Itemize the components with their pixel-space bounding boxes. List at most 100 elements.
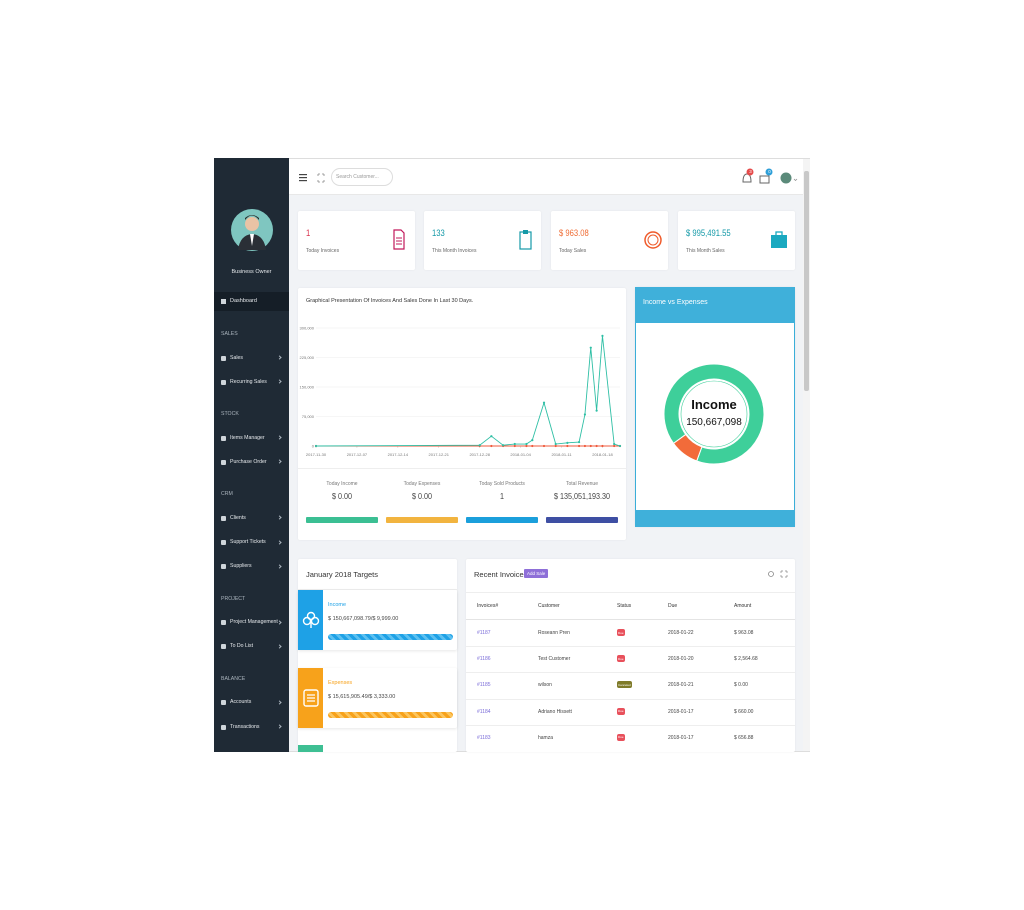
topbar-right-icons[interactable] (738, 164, 800, 190)
table-header: Customer (538, 603, 560, 609)
menu-icon (221, 299, 226, 304)
invoice-link[interactable]: #1187 (477, 630, 491, 636)
invoice-link[interactable]: #1183 (477, 734, 491, 741)
menu-item[interactable]: Items Manager (230, 434, 265, 441)
line-point (554, 442, 557, 446)
menu-item[interactable]: To Do List (230, 643, 254, 650)
notification-badge: 3 (749, 169, 752, 174)
line-point (589, 346, 592, 349)
target-name: Income (328, 602, 347, 608)
line-point (577, 440, 581, 444)
stat-value: $ 963.08 (559, 228, 589, 238)
summary-divider (298, 468, 626, 469)
x-tick-label: 2018-01-04 (510, 452, 531, 457)
menu-item[interactable]: Accounts (230, 699, 252, 706)
line-point (501, 444, 505, 447)
line-point (513, 444, 516, 448)
x-tick-label: 2017-12-21 (429, 452, 450, 457)
summary-bar (466, 517, 538, 523)
table-header: Due (668, 603, 678, 609)
summary-bar (306, 517, 378, 523)
line-point (583, 413, 587, 416)
line-point (531, 444, 534, 448)
menu-item[interactable]: Recurring Sales (230, 378, 267, 385)
menu-section: PROJECT (221, 595, 246, 602)
target-name: Expenses (328, 680, 353, 686)
message-badge: 0 (768, 169, 771, 174)
search-box[interactable] (331, 168, 393, 186)
line-point (478, 444, 481, 447)
stat-label: Today Invoices (306, 248, 340, 254)
x-tick-label: 2017-12-07 (347, 452, 368, 457)
table-cell: wilson (538, 682, 552, 689)
club-icon (302, 611, 320, 628)
line-point (525, 444, 528, 448)
table-header: Amount (734, 603, 752, 609)
line-point (513, 442, 516, 446)
topbar-icons[interactable] (298, 172, 328, 184)
y-tick-label: 0 (312, 444, 315, 449)
add-sale-button[interactable]: Add Sale (524, 569, 549, 578)
targets-title: January 2018 Targets (306, 570, 378, 579)
line-series (315, 335, 621, 447)
menu-section: BALANCE (221, 675, 246, 682)
stat-value: $ 995,491.55 (686, 228, 731, 238)
line-point (531, 439, 534, 442)
table-cell: $ 2,564.68 (734, 656, 758, 663)
divider (466, 619, 795, 620)
row-divider (466, 724, 795, 726)
table-cell: 2018-01-20 (668, 656, 694, 663)
menu-item[interactable]: Clients (230, 514, 246, 521)
x-tick-label: 2017-12-14 (388, 452, 409, 457)
menu-item[interactable]: Sales (230, 354, 243, 361)
line-chart: 0 75,000 150,000 225,000 300,000 2017-11-30 20… (300, 326, 622, 457)
menu-item[interactable]: Support Tickets (230, 539, 266, 545)
menu-item[interactable]: Transactions (230, 723, 260, 730)
search-placeholder[interactable]: Search Customer... (336, 174, 379, 180)
table-cell: $ 656.88 (734, 734, 754, 741)
y-tick-label: 225,000 (300, 355, 315, 360)
status-badge: Due (617, 655, 625, 663)
target-amount: $ 150,667,098.79/$ 9,999.00 (328, 616, 399, 622)
user-name: Business Owner (231, 269, 272, 275)
line-point (595, 444, 598, 448)
table-cell: 2018-01-22 (668, 630, 694, 636)
invoices-title: Recent Invoices (474, 570, 528, 579)
scrollbar (803, 159, 810, 751)
line-point (601, 444, 604, 448)
invoice-icon (393, 229, 405, 250)
y-tick-label: 75,000 (302, 414, 315, 419)
line-point (490, 435, 493, 438)
x-tick-label: 2018-01-18 (592, 452, 613, 457)
invoice-link[interactable]: #1186 (477, 656, 491, 663)
card-tools[interactable] (766, 568, 790, 580)
menu-item[interactable]: Suppliers (230, 563, 252, 570)
stat-value: 133 (432, 228, 445, 238)
third-target-box (298, 745, 323, 752)
line-point (589, 444, 592, 448)
menu-item[interactable]: Purchase Order (230, 458, 267, 465)
invoice-link[interactable]: #1184 (477, 708, 491, 715)
avatar (231, 209, 273, 251)
summary-label: Today Income (326, 481, 358, 487)
menu-item[interactable]: Project Management (230, 619, 278, 626)
menu-icon (221, 700, 226, 706)
stat-label: This Month Sales (686, 248, 725, 254)
menu-item[interactable]: Dashboard (230, 298, 257, 304)
menu-icon (221, 459, 226, 465)
summary-value: $ 0.00 (411, 492, 433, 501)
table-cell: hamza (538, 734, 554, 741)
x-tick-label: 2017-11-30 (306, 452, 327, 457)
line-point (613, 442, 616, 446)
line-point (613, 444, 616, 448)
table-cell: 2018-01-21 (668, 682, 694, 689)
list-icon (303, 689, 319, 707)
x-tick-label: 2018-01-11 (551, 452, 572, 457)
donut-chart: Income 150,667,098 (663, 363, 765, 465)
line-point (618, 444, 622, 448)
menu-icon (221, 435, 226, 441)
invoice-link[interactable]: #1185 (477, 682, 491, 689)
menu-section: SALES (221, 331, 238, 337)
summary-value: $ 135,051,193.30 (553, 492, 611, 501)
summary-label: Today Expenses (403, 481, 441, 487)
